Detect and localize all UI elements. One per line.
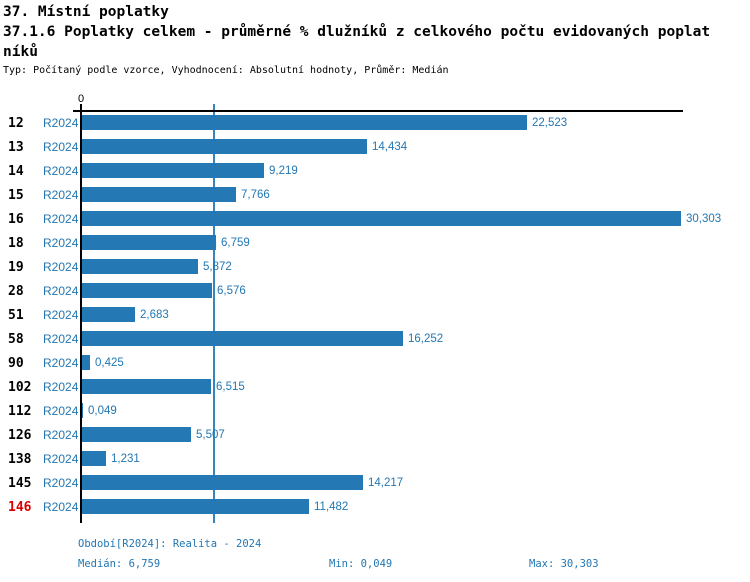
bar-value-label: 14,217 <box>368 477 404 489</box>
chart-meta-info: Typ: Počítaný podle vzorce, Vyhodnocení:… <box>3 65 449 76</box>
row-category-label: 15 <box>8 188 24 203</box>
row-series-label: R2024 <box>43 404 79 418</box>
bar <box>82 187 236 202</box>
row-series-label: R2024 <box>43 356 79 370</box>
bar-value-label: 11,482 <box>314 501 349 513</box>
row-series-label: R2024 <box>43 140 79 154</box>
bar-value-label: 14,434 <box>372 141 408 153</box>
row-series-label: R2024 <box>43 212 79 226</box>
y-axis-line <box>80 104 82 523</box>
row-category-label: 138 <box>8 452 32 467</box>
row-category-label: 12 <box>8 116 24 131</box>
bar-value-label: 1,231 <box>111 453 140 465</box>
bar-value-label: 5,872 <box>203 261 232 273</box>
median-reference-line <box>213 104 215 523</box>
bar <box>82 139 367 154</box>
bar <box>82 355 90 370</box>
bar <box>82 259 198 274</box>
row-series-label: R2024 <box>43 428 79 442</box>
row-category-label: 145 <box>8 476 32 491</box>
bar <box>82 115 527 130</box>
bar <box>82 283 212 298</box>
bar-value-label: 30,303 <box>686 213 722 225</box>
bar <box>82 235 216 250</box>
chart-title-line1: 37.1.6 Poplatky celkem - průměrné % dluž… <box>3 24 711 40</box>
row-category-label: 13 <box>8 140 24 155</box>
row-series-label: R2024 <box>43 452 79 466</box>
row-series-label: R2024 <box>43 236 79 250</box>
bar <box>82 403 83 418</box>
bar-value-label: 6,759 <box>221 237 250 249</box>
page-title: 37. Místní poplatky <box>3 4 169 20</box>
row-series-label: R2024 <box>43 164 79 178</box>
row-category-label: 126 <box>8 428 32 443</box>
row-series-label: R2024 <box>43 500 79 514</box>
footer-period-label: Období[R2024]: Realita - 2024 <box>78 538 262 550</box>
bar <box>82 163 264 178</box>
footer-min-stat: Min: 0,049 <box>329 558 393 570</box>
row-category-label: 146 <box>8 500 32 515</box>
row-category-label: 28 <box>8 284 24 299</box>
x-axis-line <box>73 110 683 112</box>
row-category-label: 90 <box>8 356 24 371</box>
row-series-label: R2024 <box>43 116 79 130</box>
bar <box>82 499 309 514</box>
bar <box>82 331 403 346</box>
row-category-label: 112 <box>8 404 32 419</box>
row-category-label: 51 <box>8 308 24 323</box>
bar <box>82 211 681 226</box>
bar-value-label: 0,049 <box>88 405 117 417</box>
row-series-label: R2024 <box>43 380 79 394</box>
bar-value-label: 9,219 <box>269 165 298 177</box>
row-category-label: 18 <box>8 236 24 251</box>
row-series-label: R2024 <box>43 476 79 490</box>
chart-title-line2: níků <box>3 44 38 60</box>
footer-max-stat: Max: 30,303 <box>529 558 599 570</box>
row-series-label: R2024 <box>43 188 79 202</box>
row-series-label: R2024 <box>43 260 79 274</box>
row-category-label: 19 <box>8 260 24 275</box>
bar <box>82 427 191 442</box>
bar <box>82 379 211 394</box>
bar-value-label: 2,683 <box>140 309 169 321</box>
bar-value-label: 7,766 <box>241 189 270 201</box>
row-series-label: R2024 <box>43 284 79 298</box>
bar-value-label: 5,507 <box>196 429 225 441</box>
bar-value-label: 6,576 <box>217 285 246 297</box>
bar-value-label: 16,252 <box>408 333 444 345</box>
bar-value-label: 6,515 <box>216 381 245 393</box>
row-category-label: 14 <box>8 164 24 179</box>
row-category-label: 102 <box>8 380 32 395</box>
bar <box>82 451 106 466</box>
row-category-label: 16 <box>8 212 24 227</box>
row-category-label: 58 <box>8 332 24 347</box>
footer-median-stat: Medián: 6,759 <box>78 558 161 570</box>
bar <box>82 307 135 322</box>
bar-value-label: 0,425 <box>95 357 124 369</box>
row-series-label: R2024 <box>43 332 79 346</box>
x-axis-zero-tick-label: 0 <box>77 93 85 105</box>
bar-value-label: 22,523 <box>532 117 568 129</box>
bar <box>82 475 363 490</box>
row-series-label: R2024 <box>43 308 79 322</box>
